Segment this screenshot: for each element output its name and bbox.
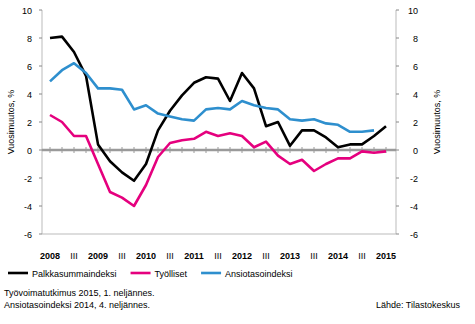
y-tick — [39, 94, 42, 95]
x-tick — [98, 147, 99, 153]
x-tick-label: 2015 — [376, 251, 396, 261]
x-axis — [42, 234, 396, 235]
x-tick-label: III — [214, 251, 222, 261]
legend-swatch — [131, 272, 151, 275]
x-tick-label: 2009 — [88, 251, 108, 261]
x-tick — [182, 147, 183, 153]
x-tick — [302, 147, 303, 153]
source: Lähde: Tilastokeskus — [376, 300, 461, 310]
series-line — [50, 63, 374, 132]
plot-area — [50, 37, 386, 206]
legend-label: Työlliset — [155, 269, 188, 279]
y-tick-label: 0 — [27, 146, 32, 156]
y2-tick-label: 8 — [413, 34, 418, 44]
y2-tick — [396, 94, 399, 95]
y2-tick-label: -6 — [410, 230, 418, 240]
y-tick — [39, 38, 42, 39]
x-tick — [86, 147, 87, 153]
x-tick — [242, 147, 243, 153]
y2-tick — [396, 150, 399, 151]
y-tick — [39, 206, 42, 207]
x-tick — [74, 147, 75, 153]
x-tick-label: 2012 — [232, 251, 252, 261]
y2-tick-label: -4 — [410, 202, 418, 212]
x-tick-label: 2008 — [40, 251, 60, 261]
x-tick — [206, 147, 207, 153]
x-tick — [146, 147, 147, 153]
legend-label: Ansiotasoindeksi — [225, 269, 293, 279]
chart: -6 -4 -2 0 2 4 6 8 10 -6 -4 -2 0 2 4 6 8 10 Vuosimuutos, %… — [0, 0, 475, 324]
x-tick-label: 2010 — [136, 251, 156, 261]
x-tick — [158, 147, 159, 153]
y2-tick — [396, 38, 399, 39]
y-tick — [39, 150, 42, 151]
y2-tick-label: -2 — [410, 174, 418, 184]
x-tick — [110, 147, 111, 153]
y2-tick-label: 4 — [413, 90, 418, 100]
y2-tick-label: 10 — [408, 6, 418, 16]
x-tick — [314, 147, 315, 153]
x-tick-label: III — [310, 251, 318, 261]
y2-tick — [396, 10, 399, 11]
y-tick — [39, 66, 42, 67]
y-tick-label: 10 — [22, 6, 32, 16]
y2-tick — [396, 122, 399, 123]
x-tick — [290, 147, 291, 153]
series-line — [50, 115, 386, 206]
footnote: Työvoimatutkimus 2015, 1. neljännes. — [4, 288, 155, 298]
x-tick — [350, 147, 351, 153]
x-tick-label: III — [70, 251, 78, 261]
y-tick-label: -6 — [24, 230, 32, 240]
zero-line — [42, 149, 396, 152]
x-tick-label: III — [118, 251, 126, 261]
y-tick — [39, 122, 42, 123]
y2-tick-label: 6 — [413, 62, 418, 72]
x-tick-label: III — [166, 251, 174, 261]
y2-tick-label: 0 — [413, 146, 418, 156]
x-tick — [194, 147, 195, 153]
y-tick — [39, 178, 42, 179]
x-tick — [50, 147, 51, 153]
y-tick-label: 4 — [27, 90, 32, 100]
x-tick-label: 2013 — [280, 251, 300, 261]
y2-tick — [396, 178, 399, 179]
x-tick-label: III — [358, 251, 366, 261]
footnote: Ansiotasoindeksi 2014, 4. neljännes. — [4, 300, 150, 310]
x-tick — [278, 147, 279, 153]
x-tick — [266, 147, 267, 153]
x-tick — [326, 147, 327, 153]
y-tick-label: 6 — [27, 62, 32, 72]
x-tick — [122, 147, 123, 153]
legend-label: Palkkasummaindeksi — [32, 269, 117, 279]
x-tick — [218, 147, 219, 153]
x-tick — [230, 147, 231, 153]
y2-tick-label: 2 — [413, 118, 418, 128]
y-tick-label: -2 — [24, 174, 32, 184]
y-axis-title: Vuosimuutos, % — [6, 90, 16, 155]
y2-tick — [396, 234, 399, 235]
legend-swatch — [201, 272, 221, 275]
x-tick — [134, 147, 135, 153]
x-tick-label: 2014 — [328, 251, 348, 261]
y2-tick — [396, 206, 399, 207]
y-tick — [39, 10, 42, 11]
x-tick — [170, 147, 171, 153]
x-tick-label: 2011 — [184, 251, 204, 261]
x-tick-label: III — [262, 251, 270, 261]
legend-swatch — [8, 272, 28, 275]
y2-axis-title: Vuosimuutos, % — [432, 90, 442, 155]
y-tick-label: 8 — [27, 34, 32, 44]
y-tick — [39, 234, 42, 235]
x-tick — [62, 147, 63, 153]
y2-tick — [396, 66, 399, 67]
y-tick-label: 2 — [27, 118, 32, 128]
y-tick-label: -4 — [24, 202, 32, 212]
